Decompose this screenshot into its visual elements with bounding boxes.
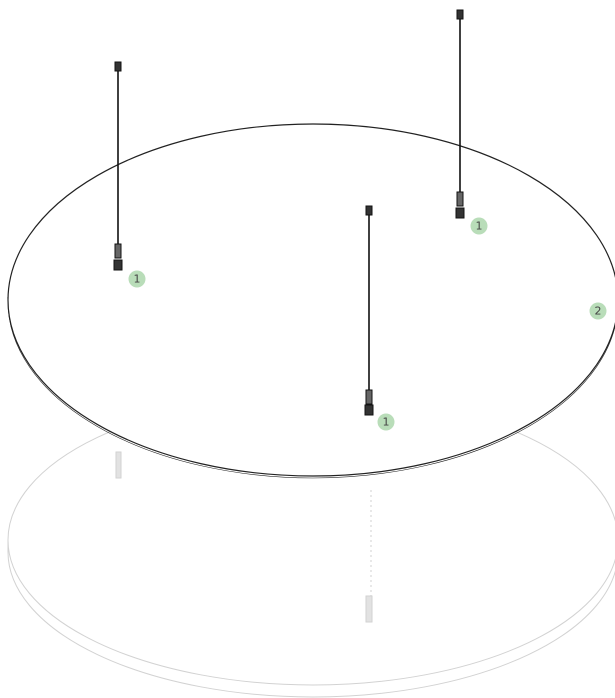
callout-label: 1 (134, 273, 141, 286)
callout-label: 1 (476, 220, 483, 233)
callout-bubble (128, 270, 146, 288)
callout-label: 2 (595, 305, 602, 318)
callouts: 1 1 1 2 (128, 217, 607, 431)
callout-bubble (377, 413, 395, 431)
main-disc (7, 123, 615, 479)
rods (113, 9, 465, 416)
callout-bubble (470, 217, 488, 235)
callout-bubble (589, 302, 607, 320)
callout-label: 1 (383, 416, 390, 429)
